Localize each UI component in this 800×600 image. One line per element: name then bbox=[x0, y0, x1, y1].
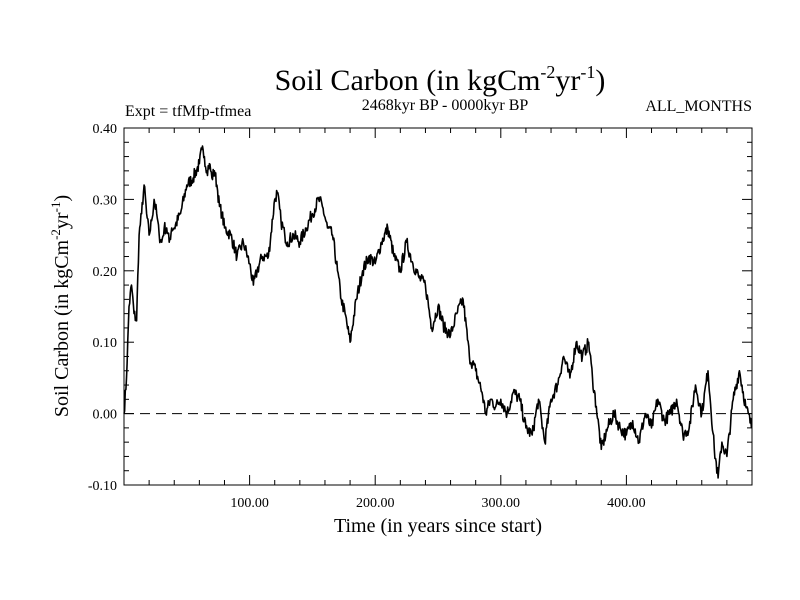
y-axis-ticks: 0.40 0.30 0.20 0.10 0.00 -0.10 bbox=[88, 122, 752, 494]
experiment-label: Expt = tfMfp-tfmea bbox=[125, 103, 251, 120]
minor-ticks bbox=[124, 128, 752, 485]
chart-title: Soil Carbon (in kgCm-2yr-1) bbox=[275, 62, 606, 97]
x-axis-ticks: 100.00 200.00 300.00 400.00 bbox=[230, 128, 646, 511]
x-axis-title: Time (in years since start) bbox=[334, 515, 542, 537]
soil-carbon-series-line bbox=[123, 145, 753, 479]
y-tick-label-2: 0.20 bbox=[93, 265, 118, 280]
x-tick-label-2: 300.00 bbox=[482, 496, 521, 511]
y-tick-label-0: 0.40 bbox=[93, 122, 118, 137]
y-tick-label-1: 0.30 bbox=[93, 193, 118, 208]
y-axis-title: Soil Carbon (in kgCm-2yr-1) bbox=[48, 195, 73, 417]
y-tick-label-4: 0.00 bbox=[93, 408, 118, 423]
x-tick-label-1: 200.00 bbox=[356, 496, 395, 511]
plot-frame bbox=[123, 127, 753, 486]
months-label: ALL_MONTHS bbox=[645, 98, 752, 115]
y-tick-label-3: 0.10 bbox=[93, 336, 118, 351]
y-tick-label-5: -0.10 bbox=[88, 479, 117, 494]
x-tick-label-3: 400.00 bbox=[607, 496, 646, 511]
x-tick-label-0: 100.00 bbox=[230, 496, 269, 511]
time-range-label: 2468kyr BP - 0000kyr BP bbox=[362, 97, 529, 114]
